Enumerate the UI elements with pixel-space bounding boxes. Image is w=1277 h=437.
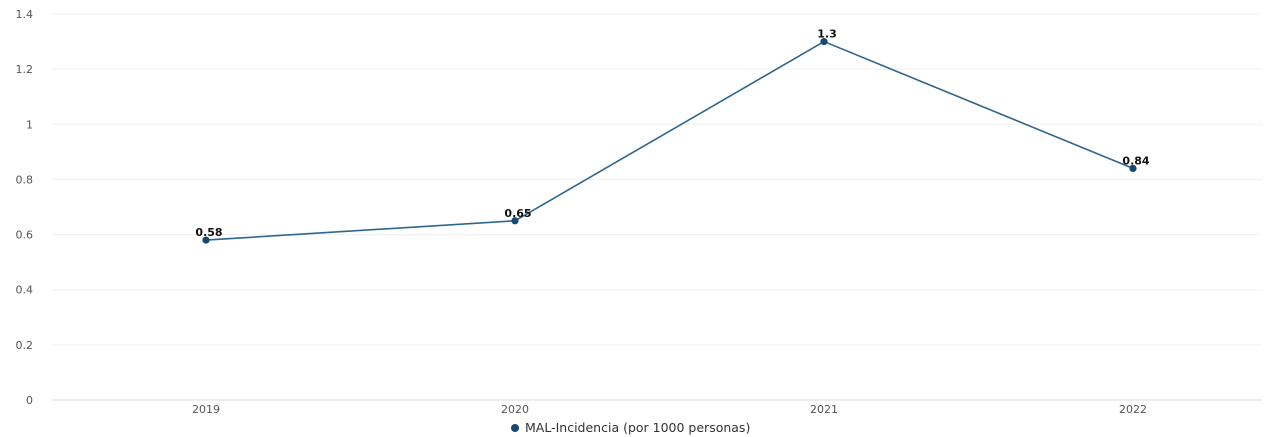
- legend[interactable]: MAL-Incidencia (por 1000 personas): [511, 420, 750, 435]
- x-tick-label: 2019: [192, 403, 220, 416]
- grid-lines: [52, 13, 1262, 401]
- data-label: 0.84: [1122, 154, 1149, 167]
- y-tick-label: 0.6: [16, 229, 34, 242]
- y-tick-label: 1: [26, 118, 33, 131]
- x-tick-label: 2021: [810, 403, 838, 416]
- y-tick-label: 1.2: [16, 63, 34, 76]
- x-tick-label: 2020: [501, 403, 529, 416]
- data-label: 1.3: [817, 28, 837, 41]
- y-axis-ticks: 0 0.2 0.4 0.6 0.8 1 1.2 1.4: [16, 8, 34, 407]
- data-point[interactable]: [820, 37, 828, 46]
- legend-label: MAL-Incidencia (por 1000 personas): [525, 420, 750, 435]
- series-layer: [202, 37, 1137, 244]
- y-tick-label: 1.4: [16, 8, 34, 21]
- series-line: [205, 40, 1134, 241]
- y-tick-label: 0.8: [16, 173, 34, 186]
- data-labels: 0.58 0.65 1.3 0.84: [195, 28, 1149, 240]
- y-tick-label: 0.2: [16, 339, 34, 352]
- data-point[interactable]: [1129, 164, 1137, 172]
- x-tick-label: 2022: [1119, 403, 1147, 416]
- y-tick-label: 0.4: [16, 284, 34, 297]
- data-label: 0.65: [504, 207, 531, 220]
- data-label: 0.58: [195, 226, 222, 239]
- x-axis-ticks: 2019 2020 2021 2022: [192, 403, 1147, 416]
- data-point[interactable]: [202, 236, 210, 244]
- y-tick-label: 0: [26, 394, 33, 407]
- legend-marker: [511, 424, 519, 432]
- data-point[interactable]: [511, 217, 519, 225]
